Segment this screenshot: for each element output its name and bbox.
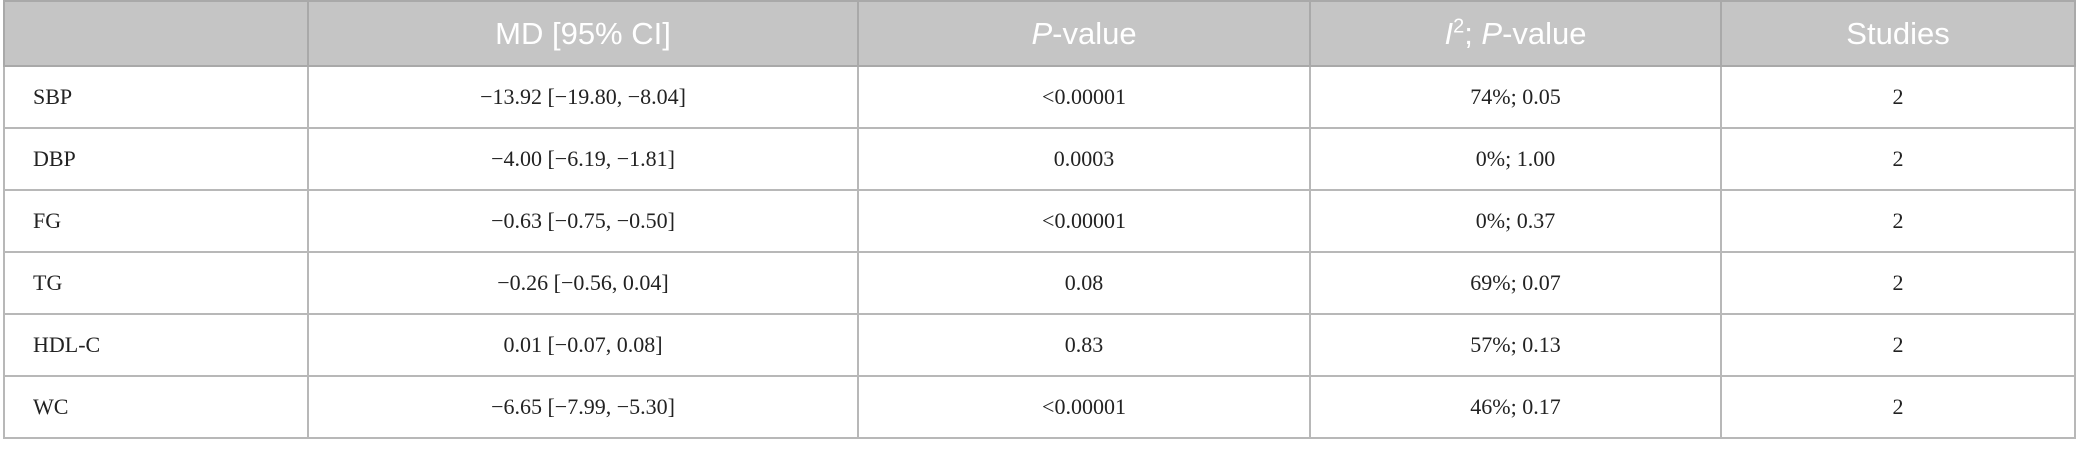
table-cell: 2 — [1720, 251, 2076, 315]
table-cell: 0.0003 — [857, 127, 1311, 191]
table-cell: 0%; 0.37 — [1309, 189, 1722, 253]
row-label: FG — [3, 189, 309, 253]
table-cell: 74%; 0.05 — [1309, 65, 1722, 129]
table-cell: 0.83 — [857, 313, 1311, 377]
header-text: P — [1481, 15, 1503, 51]
table-row: SBP −13.92 [−19.80, −8.04] <0.00001 74%; 0.… — [3, 65, 2076, 129]
table-cell: <0.00001 — [857, 65, 1311, 129]
table-row: DBP −4.00 [−6.19, −1.81] 0.0003 0%; 1.00 2 — [3, 127, 2076, 191]
table-cell: −13.92 [−19.80, −8.04] — [307, 65, 859, 129]
row-label: TG — [3, 251, 309, 315]
header-cell: Studies — [1720, 0, 2076, 67]
table-cell: 69%; 0.07 — [1309, 251, 1722, 315]
table-row: HDL-C 0.01 [−0.07, 0.08] 0.83 57%; 0.13 2 — [3, 313, 2076, 377]
header-text: P — [1031, 15, 1053, 51]
table-cell: −4.00 [−6.19, −1.81] — [307, 127, 859, 191]
header-text: ; — [1464, 15, 1482, 51]
header-text: MD [95% CI] — [495, 15, 671, 51]
header-cell: P-value — [857, 0, 1311, 67]
row-label: SBP — [3, 65, 309, 129]
header-text: -value — [1502, 15, 1587, 51]
header-text: -value — [1052, 15, 1137, 51]
table-cell: 0%; 1.00 — [1309, 127, 1722, 191]
header-row: MD [95% CI] P-value I2; P-value Studies — [3, 0, 2076, 67]
table-row: TG −0.26 [−0.56, 0.04] 0.08 69%; 0.07 2 — [3, 251, 2076, 315]
header-text: 2 — [1453, 15, 1465, 38]
header-cell: MD [95% CI] — [307, 0, 859, 67]
table-body: SBP −13.92 [−19.80, −8.04] <0.00001 74%; 0.… — [3, 65, 2076, 439]
table-cell: 0.01 [−0.07, 0.08] — [307, 313, 859, 377]
header-text: I — [1444, 15, 1454, 51]
table-cell: 57%; 0.13 — [1309, 313, 1722, 377]
table-cell: 2 — [1720, 127, 2076, 191]
table-row: WC −6.65 [−7.99, −5.30] <0.00001 46%; 0.17 2 — [3, 375, 2076, 439]
table-cell: 2 — [1720, 375, 2076, 439]
table-cell: 46%; 0.17 — [1309, 375, 1722, 439]
table-cell: <0.00001 — [857, 189, 1311, 253]
header-cell: I2; P-value — [1309, 0, 1722, 67]
table-row: FG −0.63 [−0.75, −0.50] <0.00001 0%; 0.37 2 — [3, 189, 2076, 253]
row-label: DBP — [3, 127, 309, 191]
results-table: MD [95% CI] P-value I2; P-value Studies SBP… — [3, 0, 2076, 439]
table-cell: 2 — [1720, 313, 2076, 377]
table-cell: <0.00001 — [857, 375, 1311, 439]
header-text: Studies — [1846, 15, 1950, 51]
header-cell — [3, 0, 309, 67]
table-cell: 2 — [1720, 189, 2076, 253]
table-cell: −0.26 [−0.56, 0.04] — [307, 251, 859, 315]
row-label: WC — [3, 375, 309, 439]
table-cell: −0.63 [−0.75, −0.50] — [307, 189, 859, 253]
table-cell: 2 — [1720, 65, 2076, 129]
table-cell: −6.65 [−7.99, −5.30] — [307, 375, 859, 439]
row-label: HDL-C — [3, 313, 309, 377]
table-cell: 0.08 — [857, 251, 1311, 315]
